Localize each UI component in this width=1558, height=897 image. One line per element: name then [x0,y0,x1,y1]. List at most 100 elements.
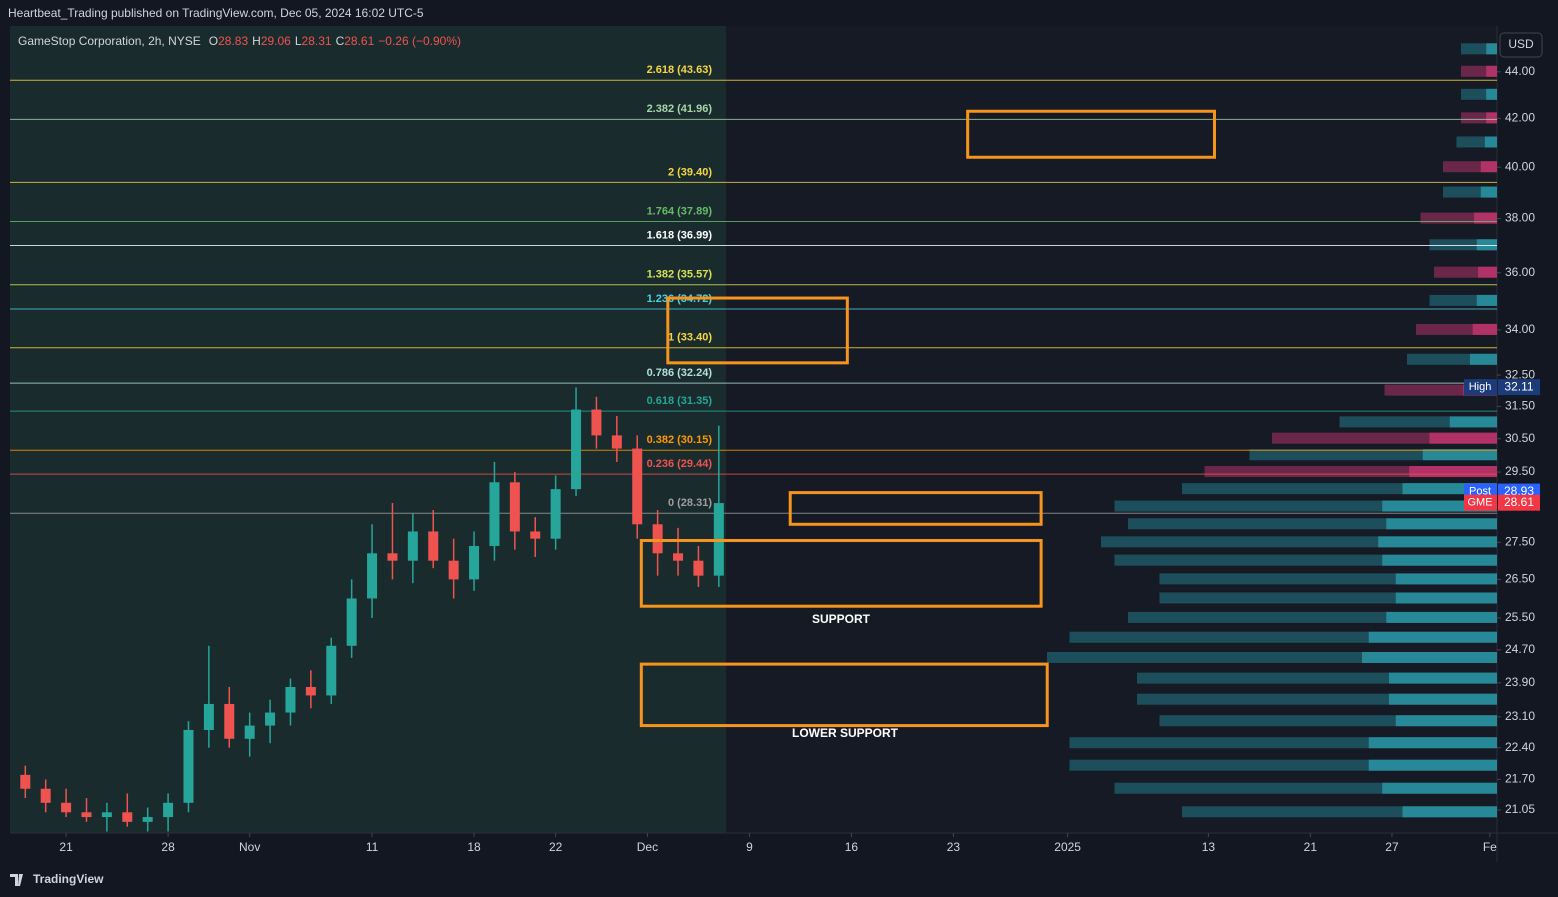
profile-row [1047,651,1497,663]
currency[interactable]: USD [1508,37,1534,51]
profile-row-inner [1395,573,1497,585]
candle-body [489,482,500,546]
profile-row [1249,449,1497,461]
fib-label: 0.382 (30.15) [647,434,713,446]
price-tag [1464,379,1497,396]
price-tag-value: 28.61 [1504,495,1534,509]
candle-body [122,812,133,822]
profile-row-inner [1409,466,1497,478]
ohlc-key: C [336,34,345,48]
volume-profile [1047,43,1497,818]
x-tick-label: 23 [947,840,961,854]
candle-body [693,560,704,576]
profile-row-inner [1470,353,1497,365]
ohlc-key: O [209,34,218,48]
annotation-box [639,662,1049,728]
profile-row [1443,161,1497,173]
candle-body [163,802,174,818]
x-tick-label: 16 [845,840,859,854]
profile-row-inner [1378,536,1497,548]
price-tag-name: Post [1469,485,1491,497]
profile-row-inner [1449,416,1497,428]
profile-row-inner [1386,518,1497,530]
profile-row-inner [1382,782,1497,794]
x-tick-label: 2025 [1054,840,1081,854]
y-tick-label: 23.10 [1505,709,1535,723]
candle-body [509,482,520,532]
profile-row [1384,384,1497,396]
candle-body [346,598,357,646]
profile-row [1461,43,1497,55]
x-tick-label: 28 [161,840,175,854]
profile-row-inner [1476,239,1497,251]
candle-body [407,531,418,561]
ohlc-key: L [295,34,302,48]
fib-label: 1.382 (35.57) [647,269,713,281]
candle-body [305,686,316,696]
profile-row-inner [1486,65,1497,77]
profile-row-inner [1486,112,1497,124]
profile-row [1137,672,1497,684]
y-tick-label: 44.00 [1505,64,1535,78]
profile-row-inner [1368,737,1497,749]
profile-row [1272,432,1497,444]
profile-row [1339,416,1497,428]
profile-row [1159,592,1497,604]
profile-row [1182,483,1497,495]
profile-row-inner [1368,759,1497,771]
y-tick-label: 38.00 [1505,211,1535,225]
profile-row [1159,573,1497,585]
candle-body [571,409,582,490]
x-tick-label: 27 [1385,840,1399,854]
boxes [639,109,1216,728]
profile-row-inner [1386,611,1497,623]
currency-button[interactable] [1499,32,1543,58]
candle-body [530,531,541,539]
profile-row-inner [1476,294,1497,306]
y-tick-label: 36.00 [1505,265,1535,279]
profile-row [1429,294,1497,306]
price-tag-value: 28.93 [1504,484,1534,498]
candle-body [367,553,378,599]
x-tick-label: Dec [637,840,658,854]
candle-body [203,703,214,730]
fib-label: 1 (33.40) [668,332,712,344]
fib-label: 0 (28.31) [668,497,712,509]
y-tick-label: 42.00 [1505,111,1535,125]
price-tag-name: GME [1467,497,1492,509]
ohlc-value: 28.83 [218,34,248,48]
y-tick-label: 31.50 [1505,399,1535,413]
y-tick-label: 40.00 [1505,159,1535,173]
candle-body [183,729,194,803]
price-tag [1464,494,1497,511]
annotation-box [966,109,1216,159]
profile-row [1461,65,1497,77]
candle-body [61,802,72,813]
candle-body [652,524,663,554]
candle-body [81,812,92,818]
price-tag-name: High [1469,381,1492,393]
annotation-box [666,296,849,365]
profile-row-inner [1382,500,1497,512]
y-tick-label: 32.50 [1505,367,1535,381]
profile-row [1114,500,1497,512]
ohlc-key: H [252,34,261,48]
candle-body [265,712,276,726]
candle-body [285,686,296,713]
profile-row-inner [1395,715,1497,727]
fib-label: 2.618 (43.63) [647,64,713,76]
y-tick-label: 30.50 [1505,431,1535,445]
profile-row-inner [1382,554,1497,566]
publisher-line: Heartbeat_Trading published on TradingVi… [8,6,424,20]
profile-row [1114,554,1497,566]
x-tick-label: 18 [467,840,481,854]
profile-row-inner [1474,212,1497,224]
profile-row [1407,353,1497,365]
candle-body [550,489,561,539]
profile-row-inner [1429,432,1497,444]
y-tick-label: 25.50 [1505,610,1535,624]
y-tick-label: 21.05 [1505,802,1535,816]
axes: 44.00 42.00 40.00 38.00 36.00 34.00 32.50 31.50… [59,64,1540,854]
candle-body [224,703,235,739]
price-tag-value-bg [1498,494,1540,511]
